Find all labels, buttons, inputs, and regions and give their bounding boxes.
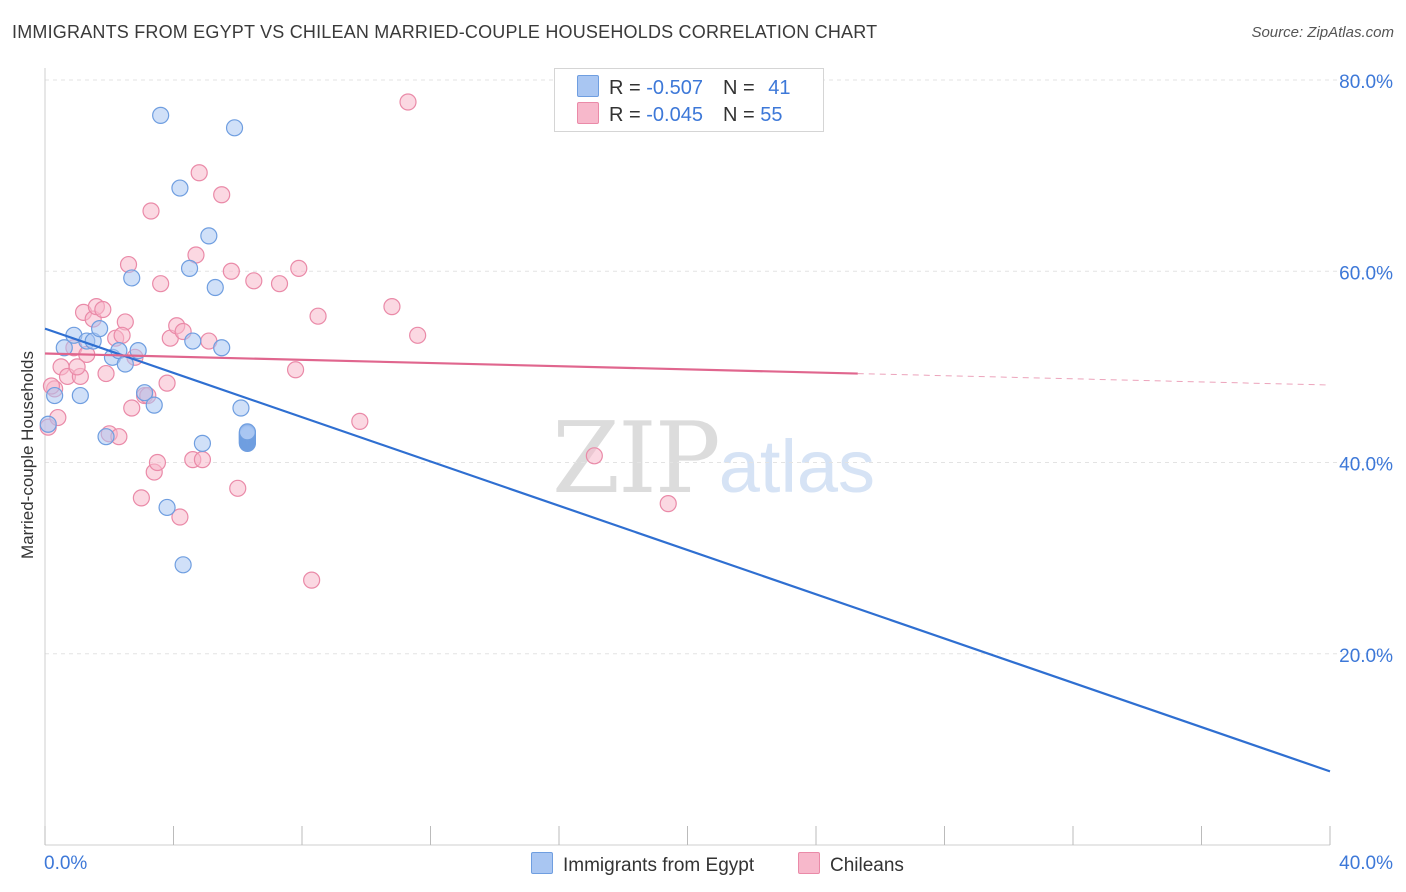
chilean-point — [351, 412, 369, 430]
egypt-point — [213, 339, 231, 357]
egypt-point — [71, 386, 89, 405]
chilean-point — [152, 275, 170, 293]
y-tick-label: 40.0% — [1339, 455, 1393, 476]
egypt-point — [206, 278, 224, 297]
egypt-point — [145, 396, 163, 414]
chilean-point — [409, 326, 427, 344]
chilean-point — [383, 298, 401, 316]
watermark-zip: ZIP — [552, 402, 721, 516]
x-tick-label: 40.0% — [1339, 853, 1393, 874]
legend-r-value: -0.045 — [646, 104, 703, 126]
egypt-point — [232, 399, 250, 417]
chilean-point — [68, 358, 86, 376]
egypt-point — [158, 498, 176, 517]
egypt-point — [39, 415, 57, 433]
egypt-point — [184, 332, 202, 350]
chilean-point — [142, 202, 160, 220]
chilean-point — [213, 186, 231, 204]
legend-n-value: 41 — [768, 77, 791, 99]
chilean-point — [290, 259, 308, 277]
egypt-point — [238, 423, 256, 441]
y-axis-label: Married-couple Households — [18, 351, 37, 559]
chilean-point — [659, 495, 677, 513]
legend-row-chileans: R = -0.045 N = 55 — [577, 102, 782, 128]
bottom-legend-chileans: Chileans — [798, 852, 904, 877]
chilean-point — [190, 164, 208, 182]
chilean-point — [132, 489, 150, 507]
chilean-point — [399, 93, 417, 111]
chilean-point — [309, 307, 327, 325]
legend-swatch-egypt — [577, 75, 599, 97]
chilean-point — [158, 374, 176, 392]
chilean-point — [222, 262, 240, 280]
legend-r-label: R = — [609, 77, 647, 99]
bottom-legend-label-chileans: Chileans — [830, 855, 904, 876]
x-tick-label: 0.0% — [44, 853, 87, 874]
egypt-point — [97, 428, 115, 446]
chilean-point — [245, 272, 263, 290]
legend-r-value: -0.507 — [646, 77, 703, 99]
egypt-point — [135, 384, 154, 402]
egypt-point — [225, 119, 244, 137]
chilean-point — [270, 275, 289, 293]
chilean-point — [303, 571, 321, 589]
egypt-point — [152, 106, 170, 124]
stats-legend: R = -0.507 N = 41 R = -0.045 N = 55 — [554, 68, 824, 132]
egypt-trend-line — [44, 327, 1331, 773]
legend-n-label: N = — [722, 104, 761, 126]
bottom-legend-swatch-egypt — [531, 852, 553, 874]
chilean-point — [171, 508, 189, 526]
egypt-point — [200, 227, 218, 245]
bottom-legend-swatch-chileans — [798, 852, 820, 874]
chilean-trend-line — [44, 352, 858, 375]
egypt-point — [180, 259, 199, 277]
egypt-point — [123, 269, 141, 287]
bottom-legend-egypt: Immigrants from Egypt — [531, 852, 754, 877]
egypt-point — [174, 556, 192, 574]
legend-n-value: 55 — [760, 104, 783, 126]
chilean-point — [193, 451, 212, 469]
legend-n-label: N = — [722, 77, 761, 99]
egypt-point — [55, 339, 73, 357]
chilean-point — [113, 326, 131, 344]
source-credit: Source: ZipAtlas.com — [1251, 24, 1394, 41]
chilean-point — [286, 361, 305, 379]
legend-r-label: R = — [609, 104, 647, 126]
chilean-point — [148, 453, 167, 472]
egypt-point — [171, 179, 189, 197]
chilean-point — [123, 399, 141, 417]
bottom-legend-label-egypt: Immigrants from Egypt — [563, 855, 755, 876]
y-tick-label: 80.0% — [1339, 72, 1393, 93]
egypt-point — [193, 434, 212, 452]
chart-title: IMMIGRANTS FROM EGYPT VS CHILEAN MARRIED… — [12, 22, 878, 42]
legend-swatch-chileans — [577, 102, 599, 124]
watermark: ZIPatlas — [552, 402, 875, 516]
watermark-atlas: atlas — [718, 425, 876, 508]
chilean-point — [97, 364, 115, 383]
chilean-point — [585, 447, 603, 465]
egypt-point — [91, 320, 109, 338]
egypt-point — [46, 386, 64, 405]
chilean-point — [94, 300, 112, 319]
y-tick-label: 60.0% — [1339, 263, 1393, 284]
legend-row-egypt: R = -0.507 N = 41 — [577, 75, 790, 101]
chilean-point — [229, 479, 247, 497]
chilean-trend-line — [857, 373, 1331, 386]
y-tick-label: 20.0% — [1339, 646, 1393, 667]
